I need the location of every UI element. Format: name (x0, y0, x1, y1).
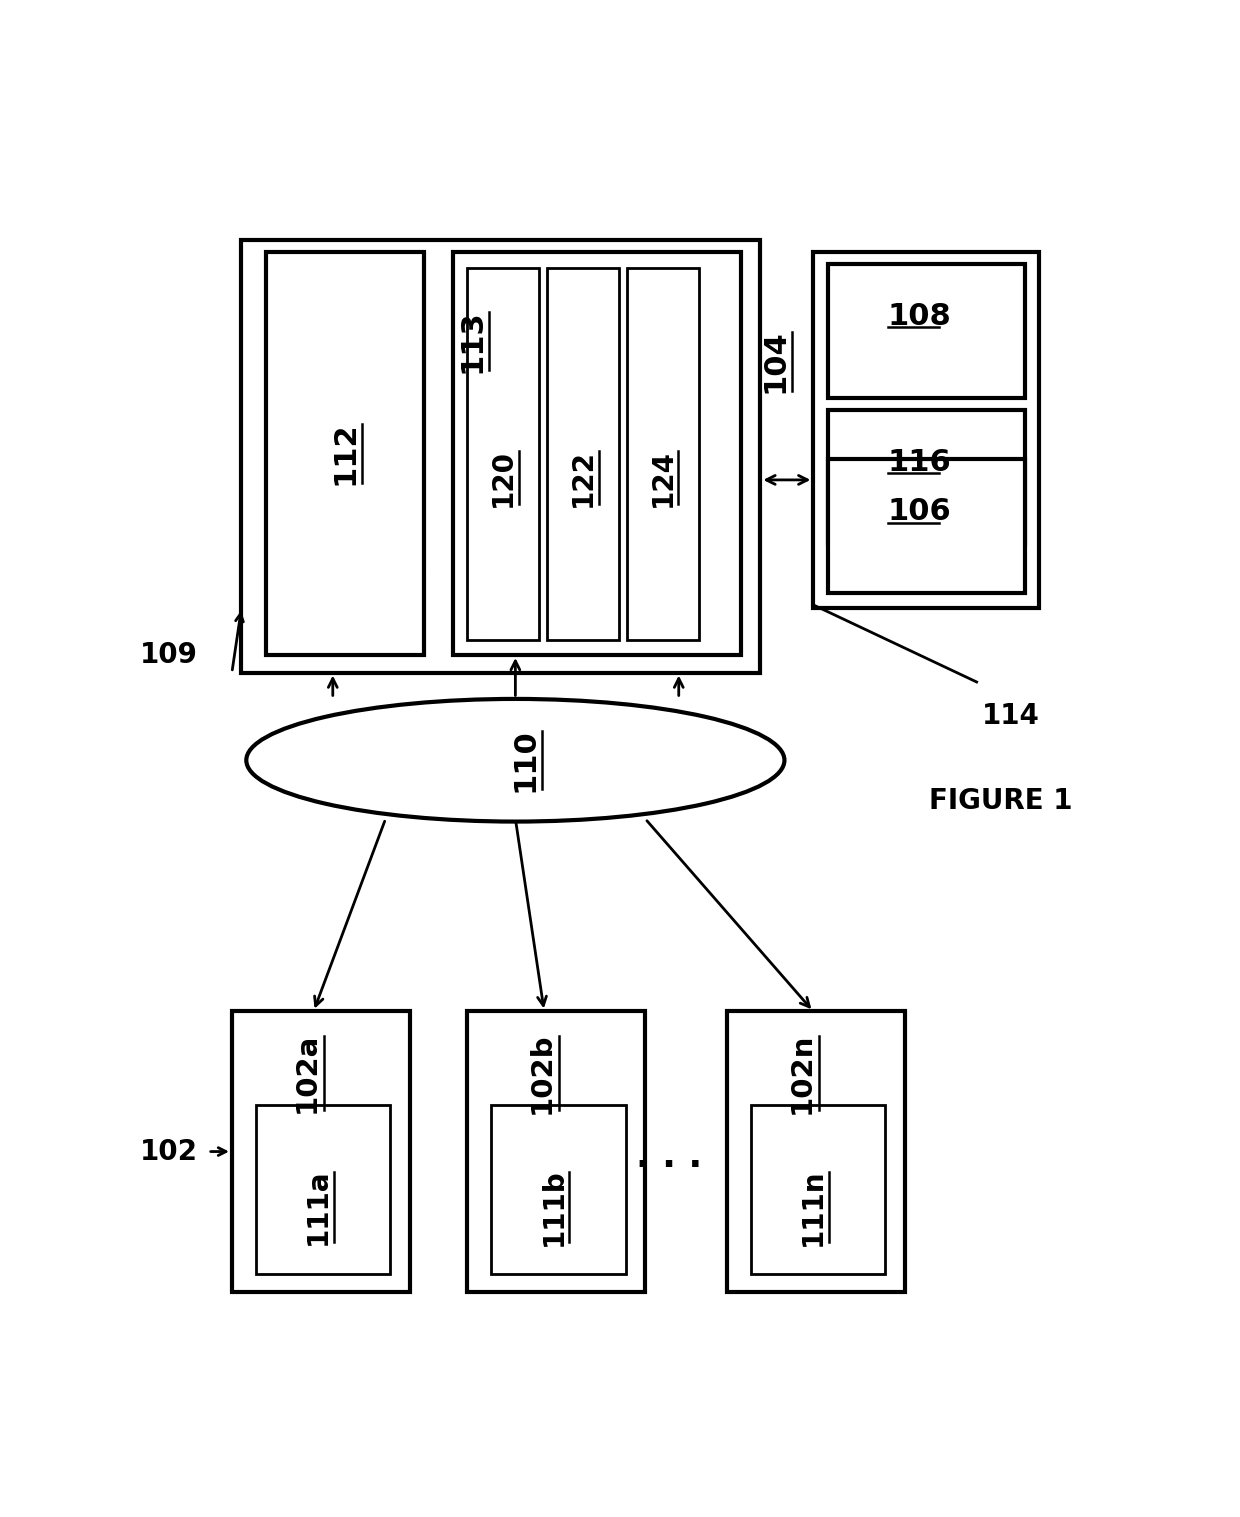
Bar (751, 1104, 885, 1274)
Text: 114: 114 (982, 702, 1039, 730)
Text: 109: 109 (140, 642, 198, 669)
Text: 104: 104 (760, 329, 790, 393)
Bar (467, 1012, 645, 1292)
Bar (828, 264, 1024, 397)
Text: 110: 110 (511, 728, 539, 792)
Bar (491, 1104, 626, 1274)
Bar (828, 410, 1024, 545)
Text: FIGURE 1: FIGURE 1 (929, 787, 1073, 815)
Bar (232, 1012, 409, 1292)
Text: . . .: . . . (636, 1141, 702, 1174)
Bar (265, 252, 424, 655)
Text: 102b: 102b (528, 1032, 556, 1113)
Bar (627, 269, 699, 640)
Text: 122: 122 (569, 449, 598, 507)
Bar (727, 1012, 905, 1292)
Text: 102a: 102a (293, 1033, 320, 1113)
Text: 120: 120 (490, 449, 517, 507)
Bar (242, 241, 760, 672)
Bar (453, 252, 742, 655)
Text: 106: 106 (888, 498, 951, 526)
Text: 111n: 111n (800, 1168, 827, 1245)
Text: 113: 113 (458, 309, 486, 373)
Text: 111a: 111a (304, 1168, 332, 1245)
Bar (467, 269, 539, 640)
Text: 124: 124 (649, 449, 677, 507)
Text: 102: 102 (140, 1138, 198, 1165)
Text: 116: 116 (888, 448, 951, 476)
Text: 112: 112 (330, 422, 360, 485)
Ellipse shape (247, 699, 785, 822)
Bar (547, 269, 619, 640)
Bar (828, 458, 1024, 593)
Bar (255, 1104, 391, 1274)
Text: 111b: 111b (539, 1168, 568, 1245)
Text: 108: 108 (888, 302, 951, 331)
Bar (813, 252, 1039, 608)
Text: 102n: 102n (787, 1033, 815, 1113)
